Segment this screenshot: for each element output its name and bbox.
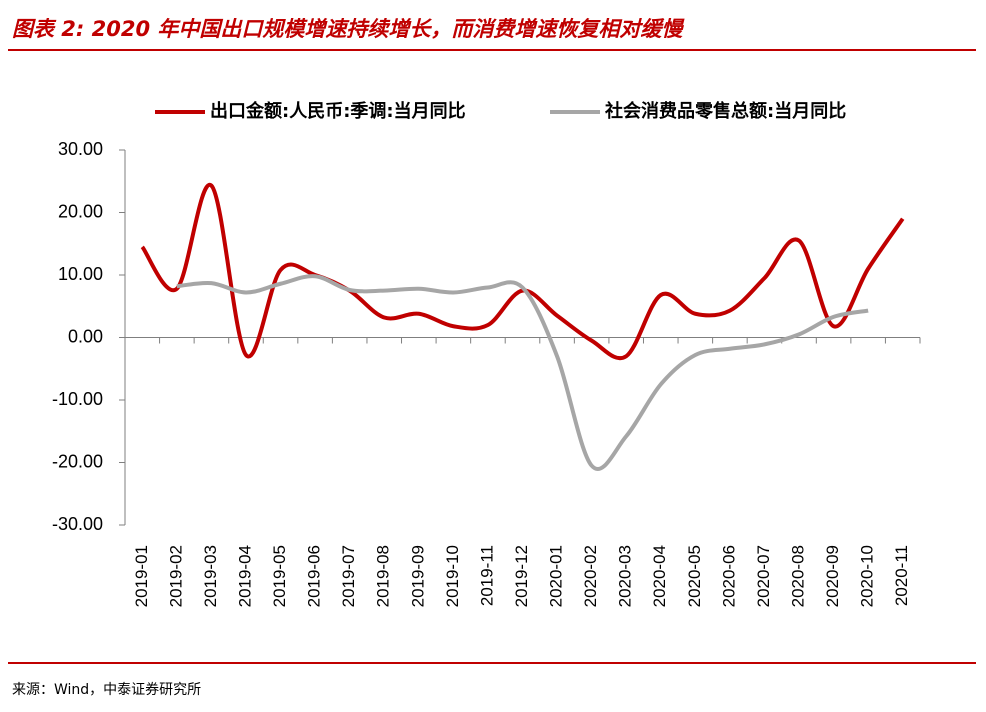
x-tick-label: 2020-04 — [650, 545, 669, 607]
x-tick-label: 2020-11 — [892, 545, 911, 606]
y-tick-label: -10.00 — [52, 389, 103, 409]
x-tick-label: 2019-01 — [132, 545, 151, 607]
line-series — [176, 274, 869, 471]
x-tick-label: 2019-11 — [477, 545, 496, 606]
x-tick-label: 2019-05 — [270, 545, 289, 607]
y-tick-label: 20.00 — [58, 201, 103, 221]
x-tick-label: 2020-05 — [685, 545, 704, 607]
line-series — [140, 183, 905, 361]
x-tick-label: 2019-02 — [166, 545, 185, 607]
y-tick-label: 30.00 — [58, 139, 103, 159]
x-tick-label: 2019-03 — [201, 545, 220, 607]
x-tick-label: 2019-07 — [339, 545, 358, 607]
x-tick-label: 2020-01 — [547, 545, 566, 607]
legend-label: 出口金额:人民币:季调:当月同比 — [210, 100, 466, 122]
x-tick-label: 2019-06 — [305, 545, 324, 607]
x-tick-label: 2020-06 — [719, 545, 738, 607]
x-tick-label: 2019-12 — [512, 545, 531, 607]
x-tick-label: 2020-10 — [858, 545, 877, 607]
x-tick-label: 2020-09 — [823, 545, 842, 607]
legend-label: 社会消费品零售总额:当月同比 — [605, 100, 846, 122]
x-tick-label: 2019-08 — [374, 545, 393, 607]
x-tick-label: 2019-09 — [408, 545, 427, 607]
y-tick-label: 10.00 — [58, 264, 103, 284]
x-tick-label: 2019-04 — [235, 545, 254, 607]
y-tick-label: -20.00 — [52, 451, 103, 471]
x-tick-label: 2020-02 — [581, 545, 600, 607]
y-tick-label: -30.00 — [52, 514, 103, 534]
x-tick-label: 2019-10 — [443, 545, 462, 607]
x-tick-label: 2020-03 — [616, 545, 635, 607]
y-tick-label: 0.00 — [68, 326, 103, 346]
source: 来源：Wind，中泰证券研究所 — [12, 682, 201, 698]
chart-title: 图表 2: 2020 年中国出口规模增速持续增长，而消费增速恢复相对缓慢 — [12, 17, 685, 41]
x-tick-label: 2020-07 — [754, 545, 773, 607]
x-tick-label: 2020-08 — [789, 545, 808, 607]
